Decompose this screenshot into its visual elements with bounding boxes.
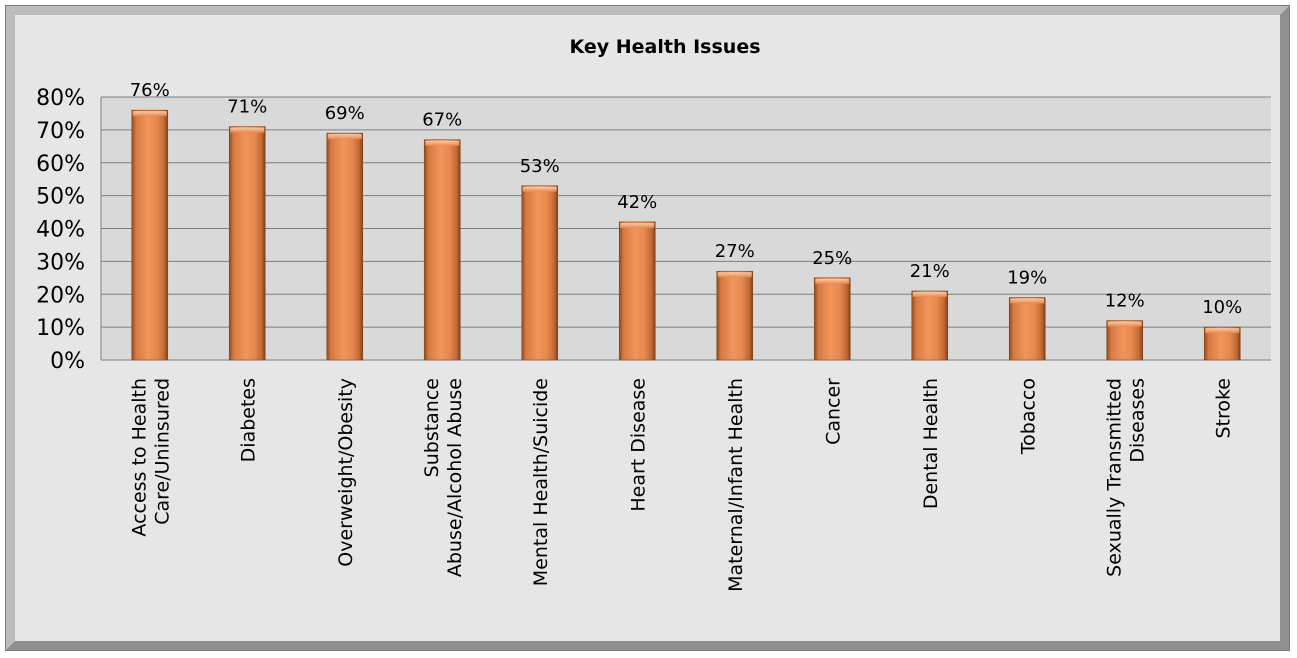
bar[interactable]	[716, 270, 754, 361]
category-label-line: Diseases	[1126, 378, 1148, 463]
data-label: 25%	[812, 248, 852, 269]
bar[interactable]	[326, 132, 364, 361]
category-label-line: Dental Health	[920, 378, 942, 509]
data-label: 27%	[715, 241, 755, 262]
category-label: Heart Disease	[627, 378, 649, 512]
data-label: 12%	[1105, 291, 1145, 312]
bar[interactable]	[618, 221, 656, 361]
bar-highlight	[132, 111, 167, 117]
bar[interactable]	[521, 185, 559, 361]
category-label: Access to Health Care/Uninsured	[128, 378, 173, 537]
bar[interactable]	[1008, 297, 1046, 361]
data-label: 42%	[617, 192, 657, 213]
category-label: Mental Health/Suicide	[530, 378, 552, 586]
bar-highlight	[327, 134, 362, 140]
y-tick-label: 30%	[36, 250, 85, 275]
y-tick-label: 0%	[50, 349, 85, 374]
bar[interactable]	[423, 139, 461, 361]
bar[interactable]	[813, 277, 851, 361]
category-label-line: Maternal/Infant Health	[725, 378, 747, 592]
plot-area: 0% 10% 20% 30% 40% 50% 60% 70% 80% 76% Access to H…	[36, 80, 1271, 592]
y-tick-label: 40%	[36, 218, 85, 243]
category-label-line: Heart Disease	[627, 378, 649, 512]
bar[interactable]	[1106, 320, 1144, 361]
bar-highlight	[1010, 298, 1045, 304]
category-label: Substance Abuse/Alcohol Abuse	[421, 378, 466, 577]
bar-highlight	[717, 272, 752, 278]
bar-chart: Key Health Issues 0% 10% 20% 30% 40% 50% 60% 70…	[36, 36, 1271, 592]
category-label: Dental Health	[920, 378, 942, 509]
bar[interactable]	[911, 290, 949, 361]
y-tick-label: 80%	[36, 86, 85, 111]
y-tick-label: 10%	[36, 316, 85, 341]
data-label: 67%	[422, 110, 462, 131]
data-label: 71%	[227, 97, 267, 118]
bar[interactable]	[131, 109, 169, 361]
y-tick-label: 20%	[36, 283, 85, 308]
data-label: 53%	[520, 156, 560, 177]
category-label: Overweight/Obesity	[335, 378, 357, 567]
bar-highlight	[425, 140, 460, 146]
data-label: 21%	[910, 261, 950, 282]
category-label-line: Cancer	[822, 378, 844, 445]
category-label-line: Care/Uninsured	[151, 378, 173, 525]
category-label: Cancer	[822, 378, 844, 445]
bar-highlight	[815, 278, 850, 284]
chart-frame: Key Health Issues 0% 10% 20% 30% 40% 50% 60% 70…	[5, 5, 1290, 651]
data-label: 69%	[325, 103, 365, 124]
category-label: Sexually Transmitted Diseases	[1103, 378, 1148, 577]
bar[interactable]	[228, 126, 266, 361]
category-label-line: Sexually Transmitted	[1103, 378, 1125, 577]
category-label: Tobacco	[1017, 378, 1039, 455]
data-label: 10%	[1202, 297, 1242, 318]
category-label-line: Diabetes	[237, 378, 259, 462]
category-label-line: Stroke	[1212, 378, 1234, 439]
category-label-line: Substance	[421, 378, 443, 477]
bar-highlight	[522, 186, 557, 192]
category-label-line: Tobacco	[1017, 378, 1039, 455]
category-label-line: Overweight/Obesity	[335, 378, 357, 567]
bar-highlight	[1107, 321, 1142, 327]
bar-highlight	[620, 222, 655, 228]
y-tick-label: 50%	[36, 185, 85, 210]
y-tick-label: 70%	[36, 119, 85, 144]
bar-highlight	[1205, 328, 1240, 334]
bar-highlight	[230, 127, 265, 133]
category-label-line: Access to Health	[128, 378, 150, 537]
data-label: 76%	[130, 80, 170, 101]
category-label: Stroke	[1212, 378, 1234, 439]
category-label: Diabetes	[237, 378, 259, 462]
category-label-line: Mental Health/Suicide	[530, 378, 552, 586]
bar-highlight	[912, 291, 947, 297]
y-tick-label: 60%	[36, 152, 85, 177]
chart-title: Key Health Issues	[569, 36, 760, 58]
data-label: 19%	[1007, 268, 1047, 289]
category-label: Maternal/Infant Health	[725, 378, 747, 592]
category-label-line: Abuse/Alcohol Abuse	[444, 378, 466, 577]
